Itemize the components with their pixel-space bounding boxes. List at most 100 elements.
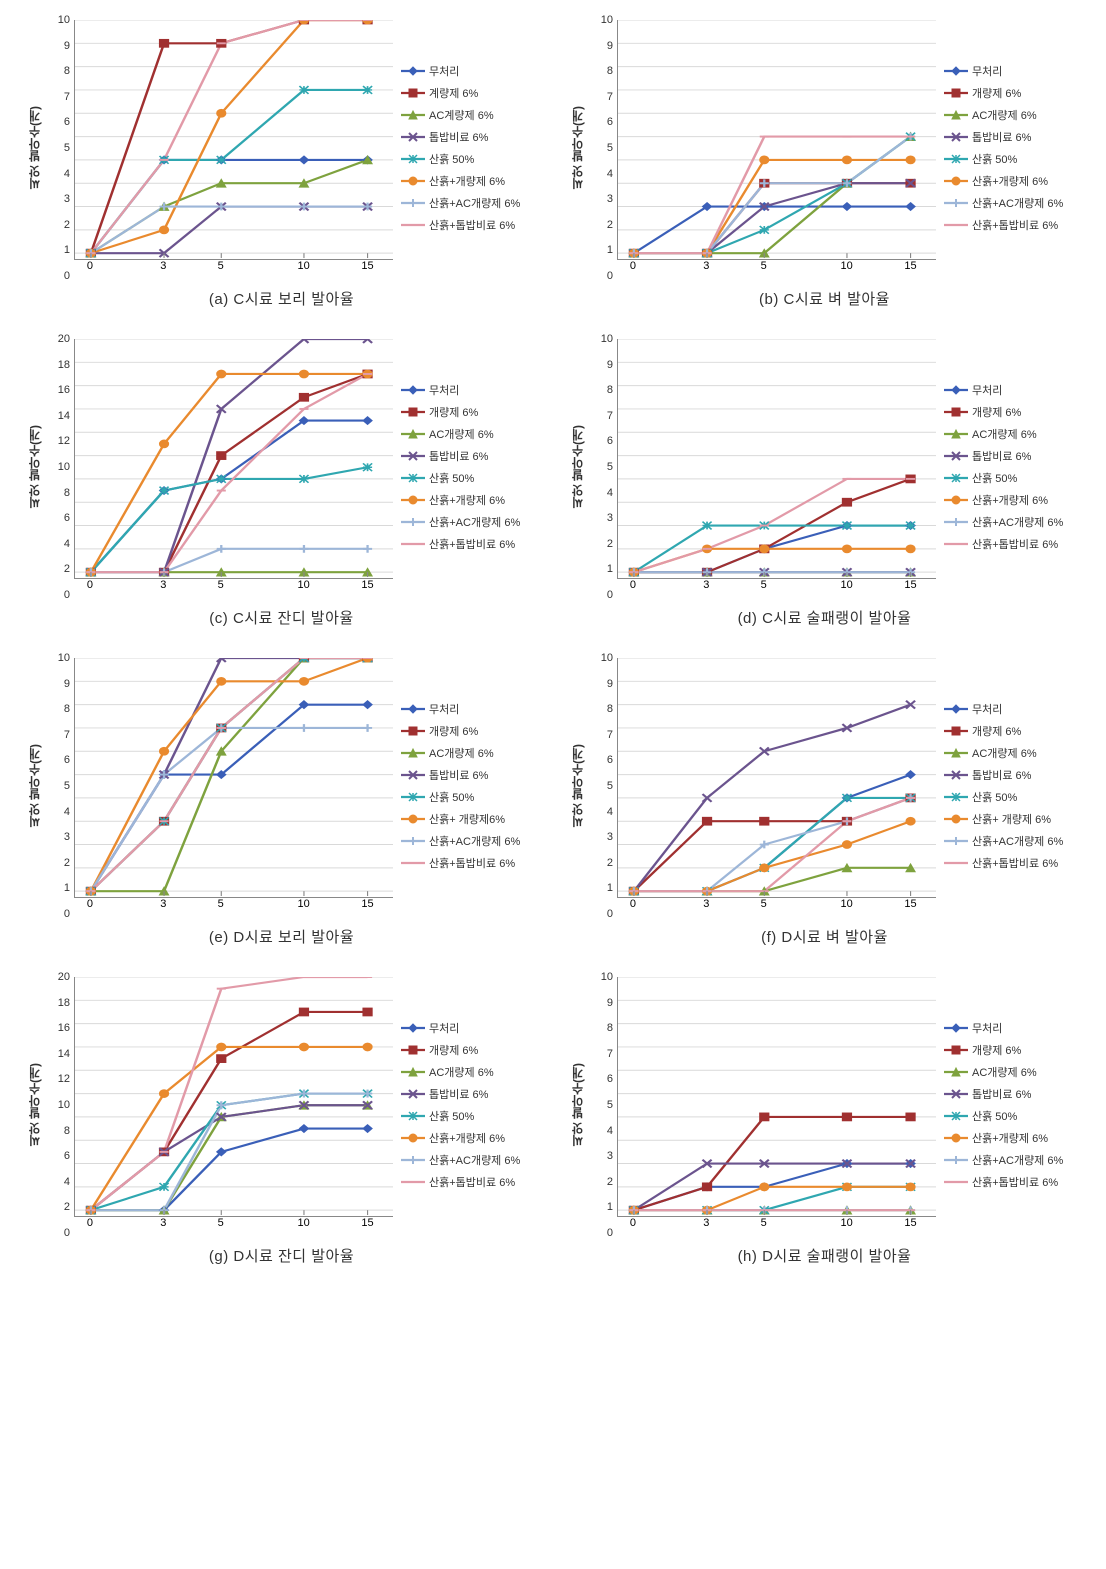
- legend-label: 산흙 50%: [972, 151, 1017, 167]
- legend-item: 개량제 6%: [401, 404, 543, 420]
- legend-label: 산흙+톱밥비료 6%: [972, 855, 1058, 871]
- legend: 무처리 개량제 6% AC개량제 6%: [936, 339, 1086, 595]
- legend-label: 산흙+개량제 6%: [972, 492, 1048, 508]
- legend-item: 무처리: [401, 63, 543, 79]
- legend-label: 무처리: [972, 63, 1002, 79]
- legend-label: 계량제 6%: [429, 85, 478, 101]
- chart-panel-f: 씨앗 발아수(개) 012345678910 0351015: [563, 658, 1086, 947]
- x-tick-label: 15: [361, 579, 373, 591]
- legend-item: 산흙+개량제 6%: [944, 492, 1086, 508]
- chart-caption: (b) C시료 벼 발아율: [759, 288, 890, 309]
- plot-area: [617, 977, 936, 1217]
- y-tick-labels: 02468101214161820: [48, 339, 74, 595]
- legend-item: 산흙 50%: [401, 1108, 543, 1124]
- legend-item: 산흙+AC개량제 6%: [944, 1152, 1086, 1168]
- legend-label: 산흙+ 개량제6%: [429, 811, 505, 827]
- legend-item: 산흙+톱밥비료 6%: [401, 1174, 543, 1190]
- legend-label: AC개량제 6%: [972, 745, 1037, 761]
- x-tick-labels: 0351015: [74, 579, 393, 595]
- x-tick-label: 15: [904, 579, 916, 591]
- x-tick-label: 10: [298, 579, 310, 591]
- legend-item: 무처리: [401, 1020, 543, 1036]
- plot-area: [617, 339, 936, 579]
- legend-item: 산흙+개량제 6%: [401, 173, 543, 189]
- legend-label: 개량제 6%: [429, 1042, 478, 1058]
- legend-label: 산흙+톱밥비료 6%: [972, 1174, 1058, 1190]
- x-tick-label: 3: [703, 898, 709, 910]
- legend-label: 톱밥비료 6%: [429, 448, 488, 464]
- legend-label: 무처리: [429, 701, 459, 717]
- legend-label: 산흙+톱밥비료 6%: [429, 536, 515, 552]
- y-axis-label: 씨앗 발아수(개): [569, 1063, 586, 1146]
- legend-item: 산흙+톱밥비료 6%: [401, 217, 543, 233]
- legend-label: 산흙 50%: [429, 1108, 474, 1124]
- y-tick-labels: 012345678910: [48, 20, 74, 276]
- x-tick-label: 0: [87, 1217, 93, 1229]
- x-tick-label: 15: [361, 898, 373, 910]
- legend-label: 개량제 6%: [972, 723, 1021, 739]
- legend-item: 산흙+톱밥비료 6%: [401, 536, 543, 552]
- x-tick-label: 15: [361, 1217, 373, 1229]
- legend-label: 톱밥비료 6%: [972, 129, 1031, 145]
- chart-panel-e: 씨앗 발아수(개) 012345678910 0351015: [20, 658, 543, 947]
- x-tick-labels: 0351015: [617, 260, 936, 276]
- x-tick-label: 3: [160, 579, 166, 591]
- chart-caption: (f) D시료 벼 발아율: [761, 926, 888, 947]
- legend-label: 산흙+AC개량제 6%: [429, 833, 520, 849]
- x-tick-label: 10: [841, 1217, 853, 1229]
- y-tick-labels: 012345678910: [591, 658, 617, 914]
- y-tick-labels: 012345678910: [591, 977, 617, 1233]
- x-tick-label: 5: [218, 260, 224, 272]
- legend-label: 산흙+개량제 6%: [429, 1130, 505, 1146]
- legend-label: 톱밥비료 6%: [972, 767, 1031, 783]
- y-axis-label: 씨앗 발아수(개): [569, 106, 586, 189]
- legend-label: 산흙+톱밥비료 6%: [429, 1174, 515, 1190]
- legend: 무처리 개량제 6% AC개량제 6%: [936, 977, 1086, 1233]
- legend-item: 산흙+AC개량제 6%: [401, 1152, 543, 1168]
- legend-item: 산흙+AC개량제 6%: [401, 195, 543, 211]
- legend-item: 산흙+ 개량제6%: [401, 811, 543, 827]
- x-tick-label: 10: [841, 260, 853, 272]
- legend-item: AC개량제 6%: [401, 426, 543, 442]
- legend-item: 산흙+ 개량제 6%: [944, 811, 1086, 827]
- legend-label: 개량제 6%: [972, 85, 1021, 101]
- legend-item: 무처리: [944, 1020, 1086, 1036]
- legend-label: 산흙+AC개량제 6%: [429, 195, 520, 211]
- x-tick-label: 0: [87, 898, 93, 910]
- chart-panel-a: 씨앗 발아수(개) 012345678910 0351015: [20, 20, 543, 309]
- chart-caption: (a) C시료 보리 발아율: [209, 288, 354, 309]
- legend-item: 산흙 50%: [401, 470, 543, 486]
- legend: 무처리 개량제 6% AC개량제 6%: [393, 977, 543, 1233]
- legend-item: 개량제 6%: [944, 1042, 1086, 1058]
- legend-item: 산흙+개량제 6%: [944, 1130, 1086, 1146]
- chart-caption: (e) D시료 보리 발아율: [209, 926, 354, 947]
- legend-label: 산흙+톱밥비료 6%: [972, 217, 1058, 233]
- legend-item: 산흙 50%: [944, 789, 1086, 805]
- legend-label: 산흙+AC개량제 6%: [972, 514, 1063, 530]
- x-tick-label: 3: [160, 1217, 166, 1229]
- y-tick-labels: 012345678910: [591, 20, 617, 276]
- legend-label: 산흙+AC개량제 6%: [972, 833, 1063, 849]
- legend: 무처리 개량제 6% AC개량제 6%: [393, 339, 543, 595]
- legend-item: 톱밥비료 6%: [944, 767, 1086, 783]
- plot-area: [617, 20, 936, 260]
- legend-item: 산흙+톱밥비료 6%: [944, 217, 1086, 233]
- x-tick-label: 15: [361, 260, 373, 272]
- legend-label: 톱밥비료 6%: [972, 1086, 1031, 1102]
- legend: 무처리 개량제 6% AC개량제 6%: [393, 658, 543, 914]
- chart-panel-h: 씨앗 발아수(개) 012345678910 0351015: [563, 977, 1086, 1266]
- x-tick-labels: 0351015: [74, 260, 393, 276]
- legend-item: AC개량제 6%: [944, 1064, 1086, 1080]
- legend-label: 산흙+개량제 6%: [972, 173, 1048, 189]
- y-axis-label: 씨앗 발아수(개): [26, 425, 43, 508]
- legend-item: AC개량제 6%: [401, 1064, 543, 1080]
- legend-item: 산흙 50%: [944, 151, 1086, 167]
- x-tick-label: 0: [630, 260, 636, 272]
- legend-label: 개량제 6%: [429, 404, 478, 420]
- legend-item: 산흙+톱밥비료 6%: [944, 536, 1086, 552]
- legend-label: 산흙+AC개량제 6%: [972, 1152, 1063, 1168]
- legend-label: 톱밥비료 6%: [429, 767, 488, 783]
- y-tick-labels: 02468101214161820: [48, 977, 74, 1233]
- plot-area: [74, 20, 393, 260]
- x-tick-label: 5: [761, 579, 767, 591]
